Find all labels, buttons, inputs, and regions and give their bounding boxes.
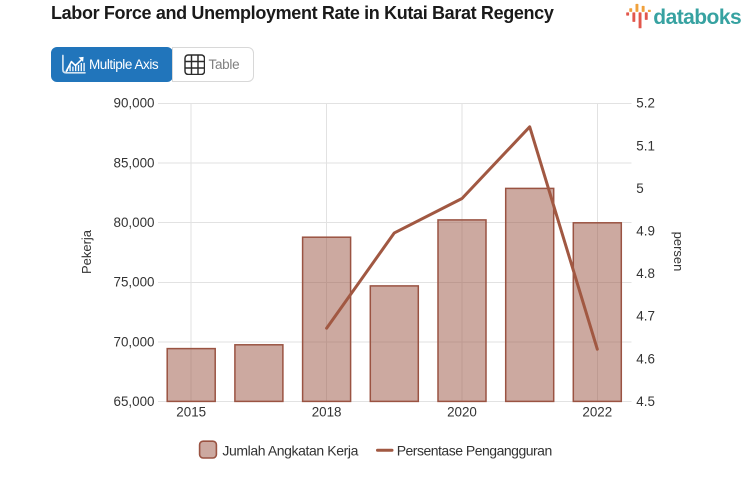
svg-text:75,000: 75,000	[114, 275, 155, 290]
svg-text:5.1: 5.1	[636, 138, 655, 153]
svg-text:Pekerja: Pekerja	[79, 229, 94, 274]
svg-text:4.6: 4.6	[636, 351, 655, 366]
svg-text:Persentase Pengangguran: Persentase Pengangguran	[397, 442, 552, 458]
svg-text:2022: 2022	[582, 404, 612, 419]
svg-text:90,000: 90,000	[114, 96, 155, 111]
svg-text:persen: persen	[671, 232, 686, 272]
svg-text:4.8: 4.8	[636, 266, 655, 281]
svg-text:databoks: databoks	[653, 6, 741, 29]
svg-text:2015: 2015	[176, 404, 206, 419]
svg-text:Jumlah Angkatan Kerja: Jumlah Angkatan Kerja	[222, 442, 358, 458]
svg-text:4.5: 4.5	[636, 394, 655, 409]
svg-text:70,000: 70,000	[114, 334, 155, 349]
svg-text:85,000: 85,000	[114, 155, 155, 170]
svg-text:2020: 2020	[447, 404, 477, 419]
svg-text:5.2: 5.2	[636, 96, 655, 111]
svg-text:4.7: 4.7	[636, 309, 655, 324]
svg-text:65,000: 65,000	[114, 394, 155, 409]
svg-text:2018: 2018	[312, 404, 342, 419]
svg-text:4.9: 4.9	[636, 224, 655, 239]
svg-text:80,000: 80,000	[114, 215, 155, 230]
svg-text:5: 5	[636, 181, 643, 196]
